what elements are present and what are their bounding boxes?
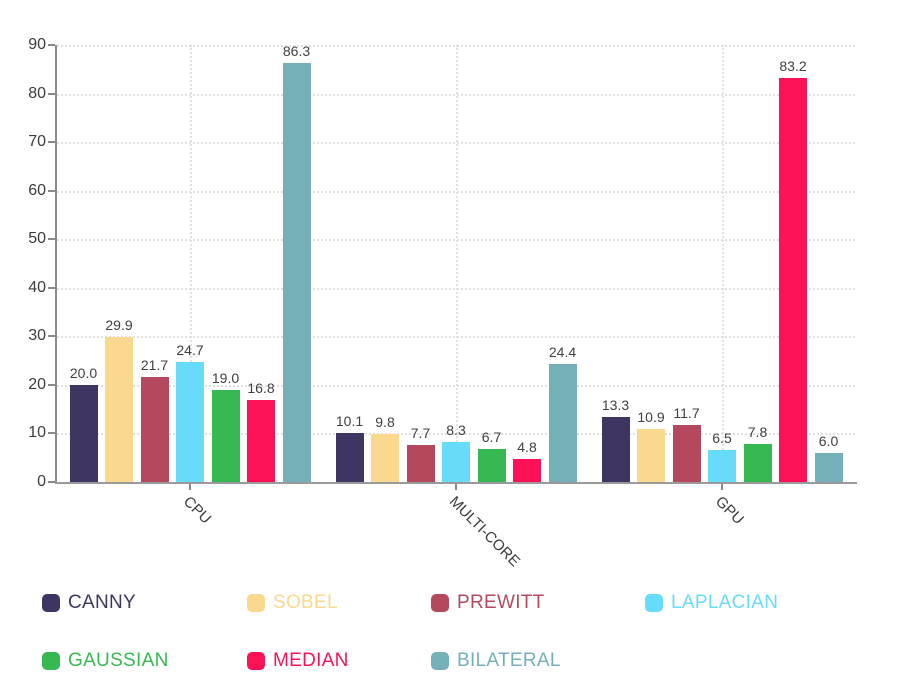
legend-item-prewitt[interactable]: PREWITT <box>431 592 645 614</box>
bar-value-label: 86.3 <box>282 42 311 59</box>
bar-sobel-gpu[interactable] <box>637 429 665 482</box>
x-axis-tick <box>455 484 457 490</box>
bar-median-gpu[interactable] <box>779 78 807 482</box>
legend-label: SOBEL <box>273 592 338 613</box>
y-tick-label: 20 <box>28 375 46 393</box>
legend-label: BILATERAL <box>457 650 561 671</box>
y-tick-label: 80 <box>28 84 46 102</box>
legend-item-bilateral[interactable]: BILATERAL <box>431 650 645 672</box>
legend-swatch-prewitt <box>431 594 449 612</box>
bar-value-label: 8.3 <box>446 421 466 438</box>
legend-swatch-sobel <box>247 594 265 612</box>
bar-value-label: 24.7 <box>176 342 204 359</box>
bar-canny-cpu[interactable] <box>69 384 98 482</box>
legend-label: PREWITT <box>457 592 545 613</box>
bar-value-label: 24.4 <box>548 343 577 360</box>
legend-item-canny[interactable]: CANNY <box>42 592 247 614</box>
y-tick-label: 90 <box>28 36 46 53</box>
x-grid-line <box>190 45 192 482</box>
x-axis-label-cpu: CPU <box>179 493 215 528</box>
bar-value-label: 4.8 <box>517 438 537 455</box>
y-axis-tick <box>48 238 55 241</box>
legend-label: LAPLACIAN <box>671 592 779 613</box>
bar-value-label: 10.1 <box>335 412 364 429</box>
y-axis-tick <box>48 383 55 386</box>
bar-median-cpu[interactable] <box>247 400 275 482</box>
y-axis-tick <box>48 141 55 144</box>
bar-prewitt-cpu[interactable] <box>140 376 169 482</box>
y-axis-tick <box>48 335 55 338</box>
legend-swatch-canny <box>42 594 60 612</box>
bar-value-label: 7.7 <box>410 424 431 441</box>
bar-canny-multi-core[interactable] <box>335 432 364 482</box>
plot-area: 0 10 20 30 40 50 60 70 80 90 CPU 20.0 29.9 21.7 24.7 19… <box>28 37 857 570</box>
x-grid-line <box>456 45 458 482</box>
x-axis-tick <box>189 484 191 490</box>
bar-median-multi-core[interactable] <box>513 458 541 482</box>
legend-item-gaussian[interactable]: GAUSSIAN <box>42 650 247 672</box>
legend-label: CANNY <box>68 592 137 613</box>
y-tick-label: 40 <box>28 278 46 296</box>
bar-value-label: 16.8 <box>247 380 275 397</box>
bar-sobel-multi-core[interactable] <box>371 434 399 482</box>
bar-prewitt-gpu[interactable] <box>672 425 701 482</box>
y-tick-label: 0 <box>37 473 46 490</box>
bar-value-label: 7.8 <box>747 424 768 441</box>
y-axis-line <box>55 45 57 484</box>
bar-value-label: 10.9 <box>637 409 665 426</box>
bar-value-label: 13.3 <box>601 397 630 414</box>
y-axis-tick <box>48 481 55 483</box>
legend-item-sobel[interactable]: SOBEL <box>247 592 431 614</box>
bar-gaussian-multi-core[interactable] <box>477 449 506 482</box>
y-tick-label: 10 <box>28 424 46 442</box>
bar-gaussian-gpu[interactable] <box>743 444 772 482</box>
x-axis-label-gpu: GPU <box>711 493 747 529</box>
y-axis-tick <box>48 92 55 95</box>
y-tick-label: 60 <box>28 181 46 199</box>
bar-bilateral-cpu[interactable] <box>282 62 311 482</box>
y-tick-label: 50 <box>28 230 46 248</box>
bar-prewitt-multi-core[interactable] <box>406 444 435 482</box>
bar-gaussian-cpu[interactable] <box>211 389 240 482</box>
bar-value-label: 6.5 <box>712 430 732 447</box>
legend-swatch-gaussian <box>42 652 60 670</box>
bar-bilateral-multi-core[interactable] <box>548 363 577 482</box>
bar-laplacian-cpu[interactable] <box>176 362 204 482</box>
y-axis-tick <box>48 189 55 192</box>
legend-label: GAUSSIAN <box>68 650 169 671</box>
x-grid-line <box>722 45 724 482</box>
bar-laplacian-multi-core[interactable] <box>442 441 470 482</box>
x-axis-tick <box>721 484 723 490</box>
bar-bilateral-gpu[interactable] <box>814 452 843 482</box>
legend-label: MEDIAN <box>273 650 349 671</box>
x-axis-label-multi-core: MULTI-CORE <box>445 493 524 571</box>
y-tick-label: 70 <box>28 133 46 151</box>
legend-item-laplacian[interactable]: LAPLACIAN <box>645 592 872 614</box>
y-axis-tick <box>48 286 55 289</box>
bar-value-label: 11.7 <box>673 405 700 422</box>
bar-value-label: 6.7 <box>481 429 502 446</box>
x-axis-line <box>55 482 857 484</box>
bar-laplacian-gpu[interactable] <box>708 450 736 482</box>
legend-swatch-laplacian <box>645 594 663 612</box>
bar-value-label: 83.2 <box>779 58 807 75</box>
y-tick-label: 30 <box>28 327 46 345</box>
bar-value-label: 9.8 <box>375 414 395 431</box>
legend-swatch-bilateral <box>431 652 449 670</box>
legend-swatch-median <box>247 652 265 670</box>
chart-legend: CANNY SOBEL PREWITT LAPLACIAN GAUSSIAN MEDIAN… <box>42 592 872 672</box>
bar-sobel-cpu[interactable] <box>105 336 133 482</box>
legend-item-median[interactable]: MEDIAN <box>247 650 431 672</box>
bar-value-label: 6.0 <box>818 432 839 449</box>
y-axis-tick <box>48 44 55 47</box>
y-axis-tick <box>48 432 55 435</box>
bar-value-label: 29.9 <box>105 316 133 333</box>
bar-value-label: 20.0 <box>69 364 98 381</box>
bar-value-label: 19.0 <box>211 369 240 386</box>
bar-value-label: 21.7 <box>140 356 169 373</box>
bar-canny-gpu[interactable] <box>601 417 630 482</box>
